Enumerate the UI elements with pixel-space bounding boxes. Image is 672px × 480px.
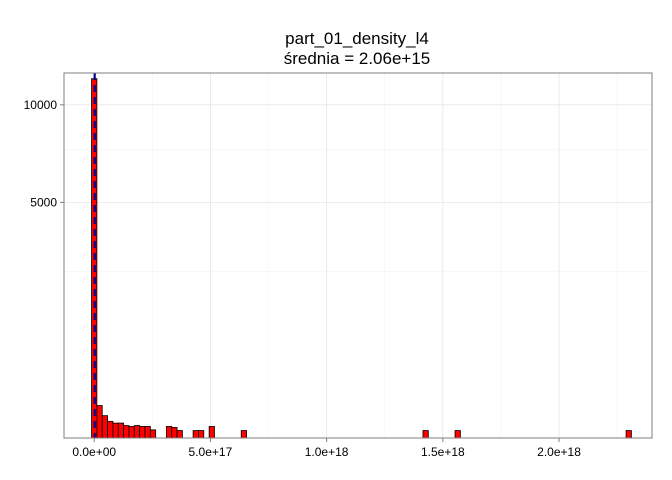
histogram-bar (208, 426, 215, 439)
histogram-bar (149, 429, 157, 439)
y-tick-label: 5000 (30, 195, 57, 209)
chart-subtitle: średnia = 2.06e+15 (284, 49, 431, 68)
histogram-bar (117, 422, 125, 439)
x-tick-label: 0.0e+00 (72, 445, 116, 459)
histogram-bar (625, 430, 632, 439)
x-tick-label: 1.0e+18 (305, 445, 349, 459)
histogram-bar (240, 430, 247, 439)
histogram-bar (112, 422, 119, 439)
histogram-bar (192, 430, 199, 439)
chart-title: part_01_density_l4 (285, 29, 429, 48)
histogram-bar (139, 426, 146, 439)
histogram-bar (123, 425, 130, 439)
histogram-bar (128, 426, 135, 439)
histogram-bar (144, 426, 151, 439)
x-tick-label: 1.5e+18 (421, 445, 465, 459)
x-tick-label: 2.0e+18 (537, 445, 581, 459)
histogram-bar (454, 430, 461, 439)
plot-border (63, 72, 653, 439)
histogram-bar (165, 426, 173, 439)
histogram-bar (176, 430, 183, 439)
histogram-bar (171, 427, 178, 439)
x-tick-label: 5.0e+17 (189, 445, 233, 459)
histogram-bar (198, 430, 205, 439)
histogram-bar (422, 430, 429, 439)
plot-area: 0.0e+00 5.0e+17 1.0e+18 1.5e+18 2.0e+18 5000 1… (24, 72, 653, 459)
y-tick-label: 10000 (24, 98, 58, 112)
plot-background (64, 73, 652, 438)
histogram-bar (96, 405, 103, 439)
histogram-bar (133, 425, 141, 439)
histogram-bar (107, 420, 114, 439)
histogram-bar (101, 415, 108, 439)
